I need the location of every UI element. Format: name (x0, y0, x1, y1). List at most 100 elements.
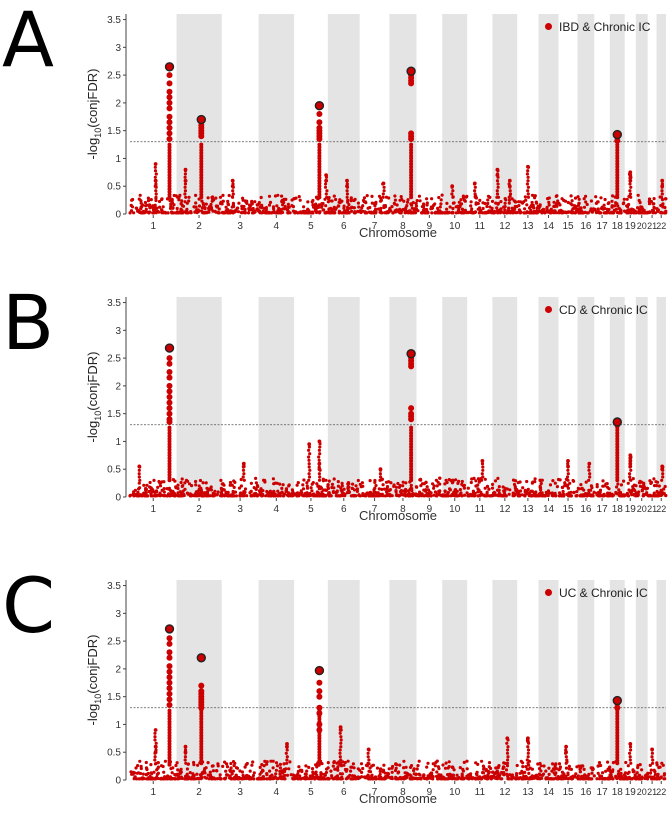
snp-point (437, 493, 441, 497)
snp-point (557, 762, 562, 766)
snp-point (162, 490, 166, 494)
snp-point (359, 762, 364, 766)
snp-point (368, 205, 372, 210)
snp-point (399, 490, 403, 494)
snp-point (317, 173, 322, 178)
snp-point (422, 209, 426, 213)
snp-point (326, 776, 330, 780)
y-tick-label: 2 (115, 98, 121, 109)
snp-point (462, 760, 466, 764)
snp-point (564, 761, 568, 765)
snp-point (450, 185, 454, 189)
snp-point (343, 760, 347, 765)
snp-point (521, 761, 525, 765)
snp-point (317, 478, 322, 482)
x-axis-label: Chromosome (358, 508, 438, 523)
snp-point (402, 759, 406, 763)
snp-point (345, 189, 349, 193)
snp-point (541, 772, 546, 776)
snp-point (199, 730, 204, 735)
snp-point (166, 405, 173, 412)
snp-point (615, 178, 620, 183)
snp-point (327, 479, 331, 483)
snp-point (166, 649, 173, 656)
snp-point (318, 468, 322, 472)
snp-point (439, 202, 443, 206)
snp-point (271, 766, 275, 770)
snp-point (628, 751, 632, 755)
snp-point (192, 774, 196, 778)
snp-point (409, 450, 414, 455)
snp-point (171, 776, 175, 781)
snp-point (495, 206, 499, 210)
snp-point (188, 494, 192, 498)
snp-point (468, 773, 472, 777)
snp-point (237, 776, 241, 780)
snp-point (306, 777, 311, 781)
snp-point (390, 770, 394, 774)
snp-point (579, 211, 584, 215)
snp-point (628, 475, 632, 479)
snp-point (223, 760, 227, 764)
snp-point (412, 767, 416, 771)
snp-point (199, 486, 203, 490)
chromosome-band (577, 580, 595, 780)
snp-point (524, 198, 528, 202)
snp-point (166, 80, 173, 87)
snp-point (655, 480, 660, 484)
snp-point (486, 776, 490, 780)
snp-point (372, 488, 376, 492)
snp-point (166, 88, 173, 95)
snp-point (278, 493, 282, 497)
snp-point (471, 489, 475, 493)
snp-point (526, 169, 530, 173)
snp-point (149, 763, 153, 767)
snp-point (524, 765, 528, 769)
y-tick-label: 2.5 (107, 354, 121, 365)
snp-point (551, 762, 555, 766)
chromosome-band (327, 14, 360, 214)
snp-point (265, 762, 269, 766)
snp-point (390, 777, 394, 781)
snp-point (232, 204, 236, 209)
snp-point (305, 484, 309, 488)
snp-point (167, 445, 172, 449)
snp-point (481, 201, 485, 205)
snp-point (531, 480, 535, 484)
manhattan-panel-c: C 0 0.5 1 1.5 2 2.5 3 3.5 1 2 3 4 5 6 7 8 9 10 11 12 13 14 15 1… (0, 566, 669, 838)
snp-point (241, 465, 245, 469)
snp-point (166, 369, 173, 375)
snp-point (301, 483, 305, 487)
snp-point (167, 456, 172, 461)
snp-point (511, 491, 515, 495)
snp-point (417, 772, 421, 776)
snp-point (446, 490, 450, 495)
snp-point (138, 193, 142, 197)
x-axis: 1 2 3 4 5 6 7 8 9 10 11 12 13 14 15 16 17 18 19 20 21 22 (150, 498, 666, 515)
snp-point (612, 208, 616, 212)
snp-point (594, 195, 598, 199)
snp-point (308, 491, 312, 496)
snp-point (564, 751, 568, 755)
snp-point (658, 493, 662, 497)
snp-point (166, 702, 173, 708)
snp-point (167, 725, 172, 730)
snp-point (475, 770, 479, 774)
snp-point (525, 767, 529, 771)
snp-point (614, 201, 618, 205)
snp-point (356, 478, 360, 483)
snp-point (372, 776, 376, 780)
snp-point (398, 763, 402, 767)
snp-point (154, 745, 158, 749)
snp-point (206, 761, 210, 765)
snp-point (177, 195, 181, 199)
snp-point (142, 211, 147, 215)
snp-point (320, 490, 324, 494)
snp-point (661, 205, 665, 209)
snp-point (348, 773, 352, 777)
snp-point (409, 153, 414, 158)
snp-point (276, 193, 280, 197)
snp-point (618, 772, 623, 776)
snp-point (396, 481, 400, 486)
snp-point (544, 769, 548, 773)
